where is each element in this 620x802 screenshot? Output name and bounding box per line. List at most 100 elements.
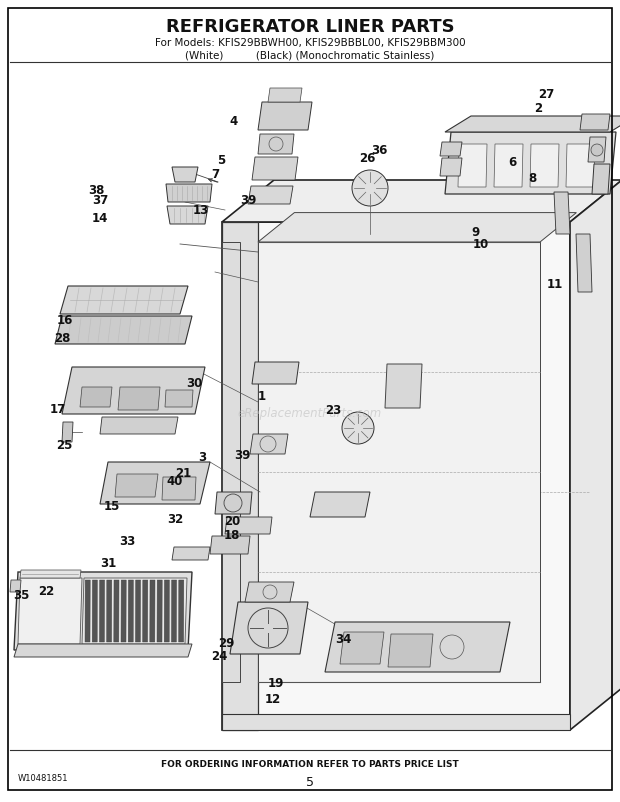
- Polygon shape: [222, 714, 570, 730]
- Text: 33: 33: [119, 535, 135, 548]
- Circle shape: [342, 412, 374, 444]
- Polygon shape: [143, 580, 148, 642]
- Text: 12: 12: [265, 693, 281, 706]
- Polygon shape: [388, 634, 433, 667]
- Text: (White)          (Black) (Monochromatic Stainless): (White) (Black) (Monochromatic Stainless…: [185, 50, 435, 60]
- Polygon shape: [167, 206, 208, 224]
- Text: 25: 25: [56, 439, 72, 452]
- Polygon shape: [172, 547, 210, 560]
- Polygon shape: [494, 144, 523, 187]
- Polygon shape: [171, 580, 177, 642]
- Polygon shape: [162, 477, 196, 500]
- Text: 1: 1: [257, 391, 265, 403]
- Text: 14: 14: [92, 212, 108, 225]
- Polygon shape: [60, 286, 188, 314]
- Polygon shape: [172, 167, 198, 182]
- Polygon shape: [385, 364, 422, 408]
- Polygon shape: [310, 492, 370, 517]
- Polygon shape: [100, 417, 178, 434]
- Polygon shape: [166, 184, 212, 202]
- Text: 26: 26: [360, 152, 376, 165]
- Polygon shape: [458, 144, 487, 187]
- Polygon shape: [82, 578, 187, 644]
- Polygon shape: [580, 114, 610, 130]
- Text: 23: 23: [326, 404, 342, 417]
- Polygon shape: [20, 570, 81, 578]
- Polygon shape: [570, 180, 620, 730]
- Polygon shape: [99, 580, 105, 642]
- Text: 30: 30: [186, 377, 202, 390]
- Polygon shape: [340, 632, 384, 664]
- Polygon shape: [114, 580, 119, 642]
- Polygon shape: [62, 422, 73, 442]
- Text: 21: 21: [175, 467, 191, 480]
- Polygon shape: [258, 102, 312, 130]
- Polygon shape: [222, 222, 570, 730]
- Polygon shape: [18, 578, 82, 644]
- Polygon shape: [10, 580, 21, 592]
- Polygon shape: [566, 144, 595, 187]
- Text: eReplacementParts.com: eReplacementParts.com: [238, 407, 382, 420]
- Text: FOR ORDERING INFORMATION REFER TO PARTS PRICE LIST: FOR ORDERING INFORMATION REFER TO PARTS …: [161, 760, 459, 769]
- Text: 27: 27: [538, 88, 554, 101]
- Text: 39: 39: [241, 194, 257, 207]
- Polygon shape: [215, 492, 252, 514]
- Polygon shape: [440, 142, 462, 156]
- Polygon shape: [14, 572, 192, 650]
- Polygon shape: [128, 580, 133, 642]
- Polygon shape: [588, 137, 606, 162]
- Polygon shape: [225, 517, 272, 534]
- Circle shape: [352, 170, 388, 206]
- Polygon shape: [92, 580, 97, 642]
- Text: 24: 24: [211, 650, 227, 662]
- Polygon shape: [530, 144, 559, 187]
- Text: 40: 40: [166, 475, 182, 488]
- Text: 22: 22: [38, 585, 55, 598]
- Text: 32: 32: [167, 513, 184, 526]
- Polygon shape: [62, 367, 205, 414]
- Polygon shape: [55, 316, 192, 344]
- Polygon shape: [121, 580, 126, 642]
- Polygon shape: [258, 242, 540, 682]
- Text: 19: 19: [268, 677, 284, 690]
- Polygon shape: [248, 186, 293, 204]
- Polygon shape: [325, 622, 510, 672]
- Polygon shape: [222, 222, 258, 730]
- Text: 11: 11: [547, 278, 563, 291]
- Polygon shape: [157, 580, 162, 642]
- Polygon shape: [576, 234, 592, 292]
- Text: 20: 20: [224, 515, 241, 528]
- Polygon shape: [164, 580, 169, 642]
- Polygon shape: [554, 192, 570, 234]
- Polygon shape: [107, 580, 112, 642]
- Polygon shape: [135, 580, 141, 642]
- Polygon shape: [179, 580, 184, 642]
- Polygon shape: [252, 362, 299, 384]
- Polygon shape: [150, 580, 155, 642]
- Polygon shape: [115, 474, 158, 497]
- Text: W10481851: W10481851: [18, 774, 68, 783]
- Polygon shape: [222, 242, 240, 682]
- Polygon shape: [250, 434, 288, 454]
- Text: 16: 16: [57, 314, 73, 327]
- Polygon shape: [85, 580, 90, 642]
- Polygon shape: [230, 602, 308, 654]
- Text: 18: 18: [223, 529, 239, 542]
- Text: 3: 3: [198, 451, 206, 464]
- Polygon shape: [445, 116, 620, 132]
- Text: 10: 10: [472, 238, 489, 251]
- Text: 5: 5: [217, 154, 225, 167]
- Polygon shape: [245, 582, 294, 602]
- Text: 34: 34: [335, 634, 351, 646]
- Polygon shape: [222, 180, 620, 222]
- Circle shape: [591, 144, 603, 156]
- Text: 15: 15: [104, 500, 120, 513]
- Polygon shape: [252, 157, 298, 180]
- Text: 5: 5: [306, 776, 314, 789]
- Text: 37: 37: [92, 194, 108, 207]
- Polygon shape: [118, 387, 160, 410]
- Text: 9: 9: [471, 226, 479, 239]
- Text: 35: 35: [14, 589, 30, 602]
- Polygon shape: [100, 462, 210, 504]
- Text: 2: 2: [534, 102, 542, 115]
